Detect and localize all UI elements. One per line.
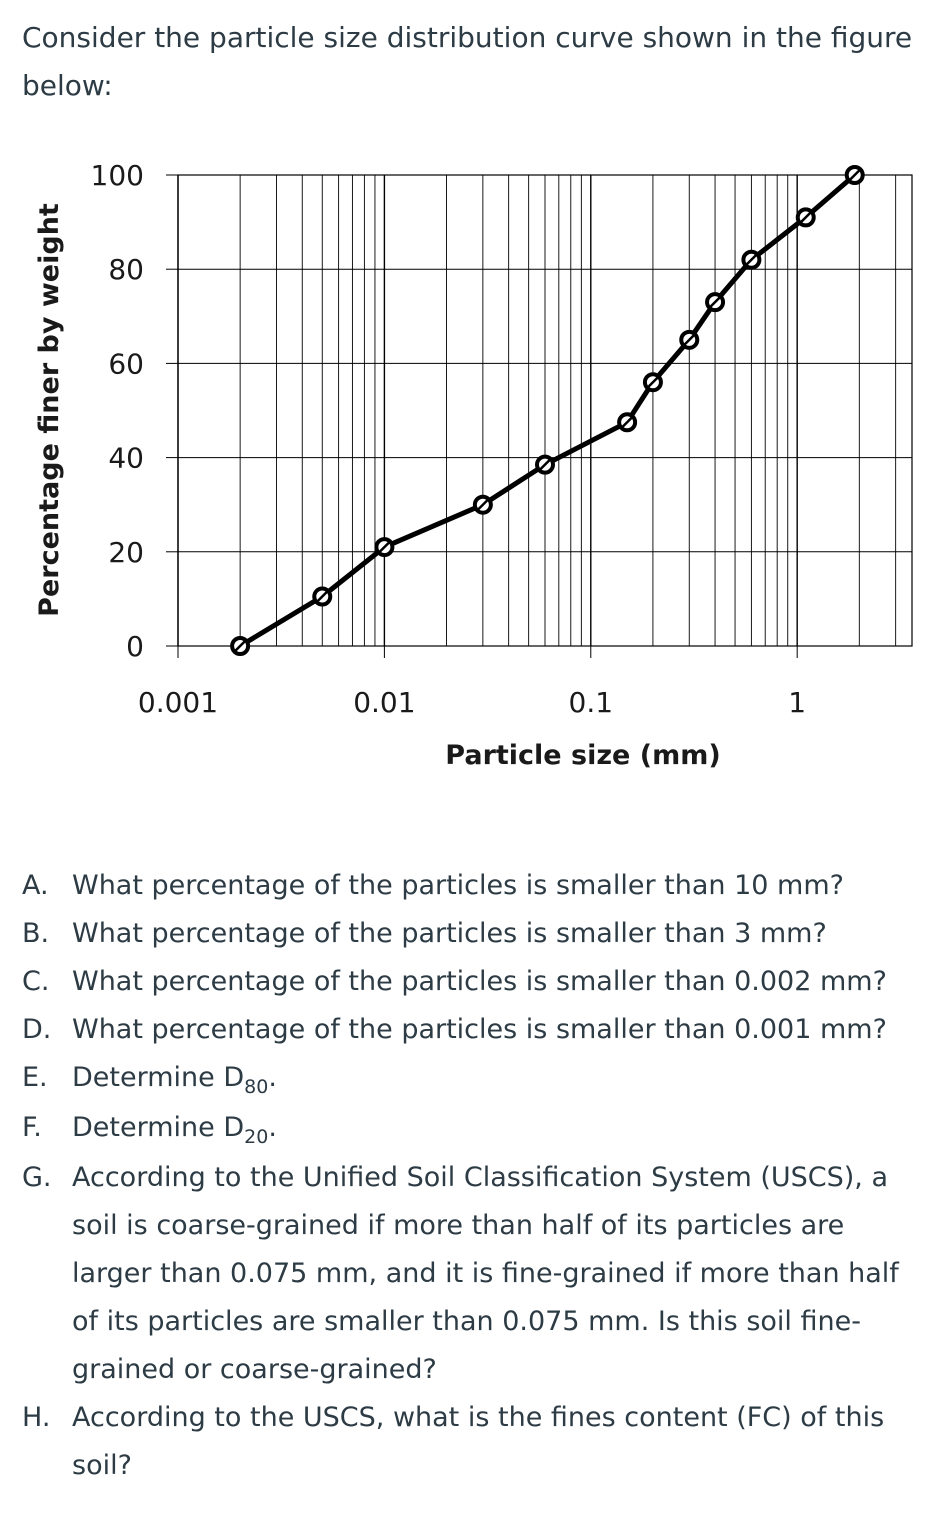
x-axis-title: Particle size (mm)	[445, 740, 720, 771]
y-tick-label: 100	[91, 159, 144, 192]
data-point-mark	[621, 416, 634, 429]
y-tick-label: 40	[108, 442, 144, 475]
y-tick-labels: 0 20 40 60 80 100	[91, 159, 144, 663]
y-tick-label: 80	[108, 253, 144, 286]
question-text: According to the USCS, what is the fines…	[72, 1402, 885, 1481]
y-tick-label: 20	[108, 536, 144, 569]
question-list: A. What percentage of the particles is sm…	[22, 862, 922, 1490]
question-text: Determine D20.	[72, 1112, 277, 1148]
data-point-mark	[316, 590, 329, 603]
data-point-mark	[476, 498, 489, 511]
question-text: According to the Unified Soil Classifica…	[72, 1162, 899, 1385]
chart-grid	[166, 174, 913, 658]
question-letter: E.	[22, 1062, 48, 1093]
data-point-mark	[234, 640, 247, 652]
data-point-mark	[378, 541, 391, 553]
question-letter: H.	[22, 1402, 51, 1433]
particle-size-chart: 0 20 40 60 80 100 0.001 0.01 0.1 1 Percentage fi…	[34, 159, 913, 771]
question-text: Determine D80.	[72, 1062, 277, 1098]
question-text: What percentage of the particles is smal…	[72, 1014, 887, 1045]
question-text: What percentage of the particles is smal…	[72, 870, 844, 901]
question-item: H. According to the USCS, what is the fin…	[22, 1394, 922, 1490]
question-item: A. What percentage of the particles is sm…	[22, 862, 922, 910]
x-tick-label: 1	[788, 686, 806, 719]
question-letter: D.	[22, 1014, 52, 1045]
data-point-mark	[799, 211, 812, 224]
y-axis-title: Percentage finer by weight	[34, 203, 65, 617]
data-point-mark	[745, 253, 758, 266]
question-letter: G.	[22, 1162, 52, 1193]
x-tick-label: 0.001	[138, 686, 218, 719]
data-point-mark	[647, 376, 659, 389]
intro-text: Consider the particle size distribution …	[22, 21, 913, 102]
series-polyline	[238, 173, 857, 649]
y-tick-label: 0	[126, 630, 144, 663]
question-item: E. Determine D80.	[22, 1054, 922, 1104]
data-point-mark	[539, 458, 551, 471]
question-letter: F.	[22, 1112, 42, 1143]
data-points	[230, 165, 865, 656]
question-text: What percentage of the particles is smal…	[72, 966, 887, 997]
data-point-mark	[709, 296, 721, 309]
x-tick-label: 0.01	[353, 686, 415, 719]
data-point-mark	[848, 169, 861, 181]
question-subscript: 80	[244, 1076, 269, 1098]
series-line	[238, 173, 857, 649]
question-letter: C.	[22, 966, 50, 997]
question-letter: A.	[22, 870, 49, 901]
data-point-mark	[683, 333, 696, 346]
x-tick-label: 0.1	[569, 686, 614, 719]
question-item: G. According to the Unified Soil Classifi…	[22, 1154, 922, 1394]
question-item: B. What percentage of the particles is sm…	[22, 910, 922, 958]
question-text: What percentage of the particles is smal…	[72, 918, 827, 949]
question-item: C. What percentage of the particles is sm…	[22, 958, 922, 1006]
y-tick-label: 60	[108, 347, 144, 380]
question-letter: B.	[22, 918, 50, 949]
x-tick-labels: 0.001 0.01 0.1 1	[138, 686, 806, 719]
question-item: F. Determine D20.	[22, 1104, 922, 1154]
question-subscript: 20	[244, 1126, 269, 1148]
question-item: D. What percentage of the particles is sm…	[22, 1006, 922, 1054]
